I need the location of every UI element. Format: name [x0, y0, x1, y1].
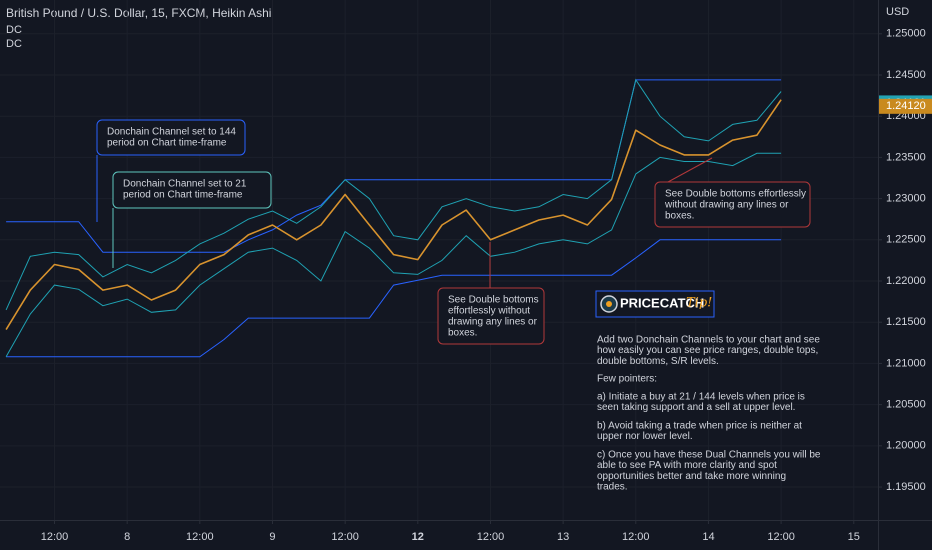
x-tick-label: 12:00	[622, 531, 650, 543]
x-tick-label: 15	[848, 531, 860, 543]
y-tick-label: 1.21500	[886, 316, 926, 328]
note-text: Few pointers:	[597, 374, 657, 385]
indicator-label: DC	[6, 24, 22, 36]
annotation-text: drawing any lines or	[448, 317, 538, 328]
x-tick-label: 13	[557, 531, 569, 543]
channel-line	[5, 78, 782, 311]
annotation-box	[654, 181, 811, 228]
x-tick-label: 12:00	[767, 531, 795, 543]
annotation-text: period on Chart time-frame	[123, 190, 243, 201]
x-tick-label: 12:00	[477, 531, 505, 543]
note-text: seen taking support and a sell at upper …	[597, 402, 795, 413]
channel-line	[6, 239, 782, 358]
last-price-box	[879, 98, 932, 114]
y-tick-label: 1.23000	[886, 193, 926, 205]
logo-tag: Tip!	[686, 296, 712, 311]
x-tick-label: 9	[269, 531, 275, 543]
indicator-label: DC	[6, 38, 22, 50]
y-tick-label: 1.20500	[886, 399, 926, 411]
chart-title: British Pound / U.S. Dollar, 15, FXCM, H…	[6, 6, 271, 20]
x-tick-label: 12	[412, 531, 424, 543]
note-text: b) Avoid taking a trade when price is ne…	[597, 421, 802, 432]
y-tick-label: 1.21000	[886, 357, 926, 369]
annotation-text: See Double bottoms	[448, 295, 539, 306]
annotation-box	[112, 171, 272, 209]
y-tick-label: 1.19500	[886, 481, 926, 493]
logo-brand: PRICECATCH	[620, 295, 704, 310]
note-text: upper nor lower level.	[597, 431, 693, 442]
x-tick-label: 12:00	[331, 531, 359, 543]
y-tick-label: 1.25000	[886, 28, 926, 40]
annotation-connector	[667, 157, 713, 183]
note-text: c) Once you have these Dual Channels you…	[597, 450, 821, 461]
x-tick-label: 12:00	[41, 531, 69, 543]
annotation-text: effortlessly without	[448, 306, 530, 317]
y-tick-label: 1.22500	[886, 234, 926, 246]
annotation-text: See Double bottoms effortlessly	[665, 189, 806, 200]
y-tick-label: 1.24500	[886, 69, 926, 81]
price-line	[5, 99, 782, 331]
annotation-box	[96, 119, 246, 156]
annotation-text: period on Chart time-frame	[107, 138, 227, 149]
logo-icon	[606, 301, 612, 307]
note-text: able to see PA with more clarity and spo…	[597, 460, 777, 471]
y-axis-label: USD	[886, 6, 909, 18]
note-text: Add two Donchain Channels to your chart …	[597, 335, 820, 346]
y-tick-label: 1.22000	[886, 275, 926, 287]
y-tick-label: 1.20000	[886, 440, 926, 452]
annotation-box	[437, 287, 545, 345]
annotation-text: boxes.	[448, 328, 477, 339]
note-text: how easily you can see price ranges, dou…	[597, 345, 818, 356]
last-price-label: 1.24120	[886, 100, 926, 112]
annotation-text: Donchain Channel set to 21	[123, 179, 247, 190]
x-tick-label: 12:00	[186, 531, 214, 543]
channel-line	[6, 79, 782, 253]
note-text: double bottoms, S/R levels.	[597, 356, 719, 367]
annotation-text: boxes.	[665, 211, 694, 222]
annotation-text: Donchain Channel set to 144	[107, 127, 236, 138]
x-tick-label: 8	[124, 531, 130, 543]
annotation-text: without drawing any lines or	[664, 200, 789, 211]
x-tick-label: 14	[702, 531, 714, 543]
note-text: opportunities better and take more winni…	[597, 471, 786, 482]
note-text: a) Initiate a buy at 21 / 144 levels whe…	[597, 392, 805, 403]
channel-line	[5, 152, 782, 358]
note-text: trades.	[597, 481, 628, 492]
y-tick-label: 1.23500	[886, 151, 926, 163]
